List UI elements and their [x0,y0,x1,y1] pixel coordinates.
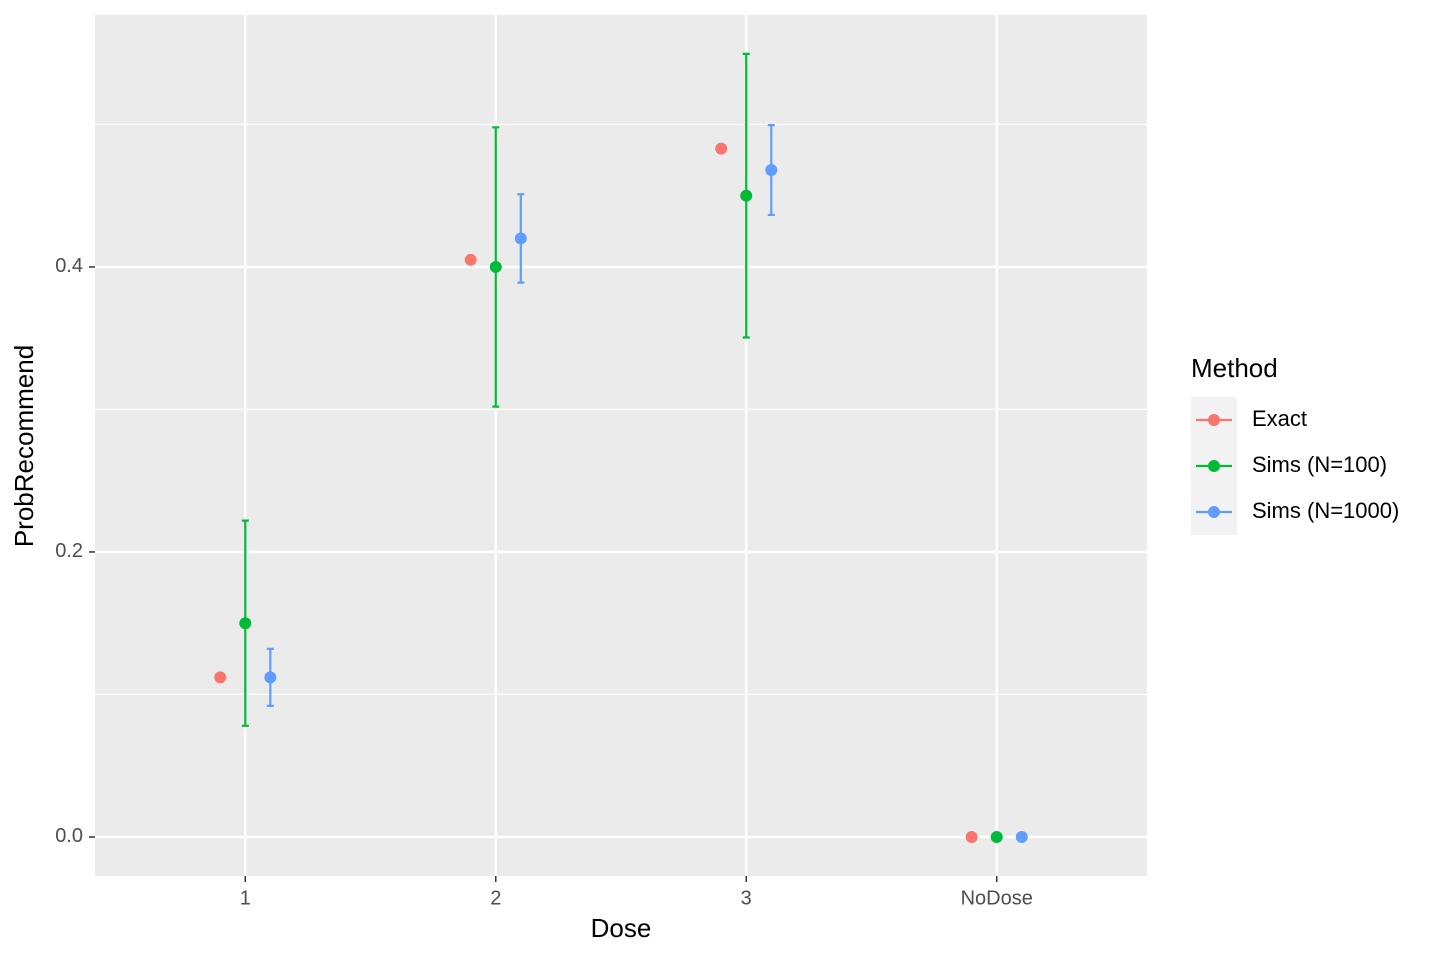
legend-key-point [1208,460,1220,472]
point [489,260,502,273]
legend-label: Sims (N=1000) [1252,498,1399,523]
point [715,142,728,155]
point [239,617,252,630]
panel [95,15,1147,876]
point [264,671,277,684]
x-axis-title: Dose [591,913,652,943]
legend-title: Method [1191,353,1278,383]
point [990,830,1003,843]
legend-key-point [1208,414,1220,426]
x-tick-label: 2 [490,887,501,909]
legend-key-point [1208,506,1220,518]
point [965,830,978,843]
point [765,164,778,177]
y-axis-title: ProbRecommend [9,345,39,547]
x-tick-label: 3 [741,887,752,909]
y-tick-label: 0.0 [55,825,83,847]
point [464,253,477,266]
point [514,232,527,245]
y-tick-label: 0.2 [55,540,83,562]
legend-label: Exact [1252,406,1307,431]
point [1015,830,1028,843]
x-tick-label: 1 [240,887,251,909]
x-tick-label: NoDose [961,887,1033,909]
legend-label: Sims (N=100) [1252,452,1387,477]
point [214,671,227,684]
y-tick-label: 0.4 [55,255,83,277]
point [740,189,753,202]
